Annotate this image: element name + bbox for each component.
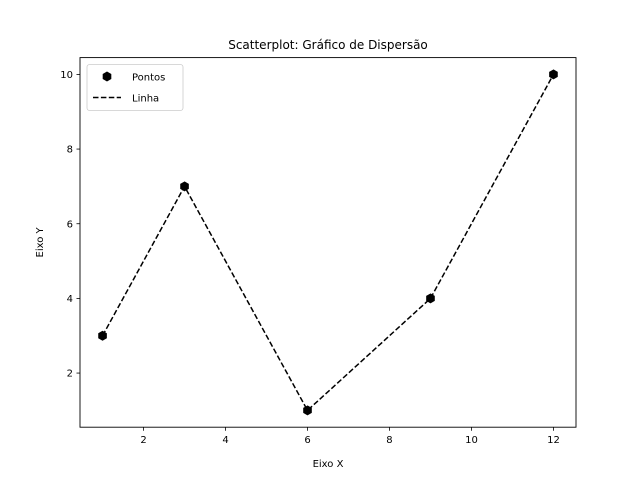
x-axis-label: Eixo X — [313, 459, 344, 470]
y-tick-label: 2 — [67, 369, 73, 380]
x-tick-label: 10 — [465, 435, 478, 446]
chart-title: Scatterplot: Gráfico de Dispersão — [228, 38, 428, 52]
legend-label-linha: Linha — [132, 94, 159, 105]
x-tick-label: 2 — [140, 435, 146, 446]
x-axis-ticks: 2 4 6 8 10 12 — [140, 427, 560, 446]
y-axis-ticks: 2 4 6 8 10 — [60, 70, 80, 380]
y-tick-label: 10 — [60, 70, 73, 81]
data-point — [303, 405, 312, 416]
data-point — [549, 69, 558, 80]
y-tick-label: 6 — [67, 219, 73, 230]
x-tick-label: 12 — [547, 435, 560, 446]
y-tick-label: 8 — [67, 145, 73, 156]
x-tick-label: 6 — [304, 435, 310, 446]
data-point — [426, 293, 435, 304]
series-line-linha — [101, 74, 555, 412]
axes-frame — [79, 57, 577, 428]
x-tick-label: 4 — [222, 435, 228, 446]
plot-area — [98, 69, 558, 416]
y-axis-label: Eixo Y — [35, 226, 46, 257]
data-point — [98, 330, 107, 341]
data-point — [180, 181, 189, 192]
legend: Pontos Linha — [86, 64, 184, 111]
legend-hexagon-marker-icon — [102, 71, 112, 82]
x-tick-label: 8 — [386, 435, 392, 446]
legend-label-pontos: Pontos — [132, 73, 165, 84]
y-tick-label: 4 — [67, 294, 73, 305]
